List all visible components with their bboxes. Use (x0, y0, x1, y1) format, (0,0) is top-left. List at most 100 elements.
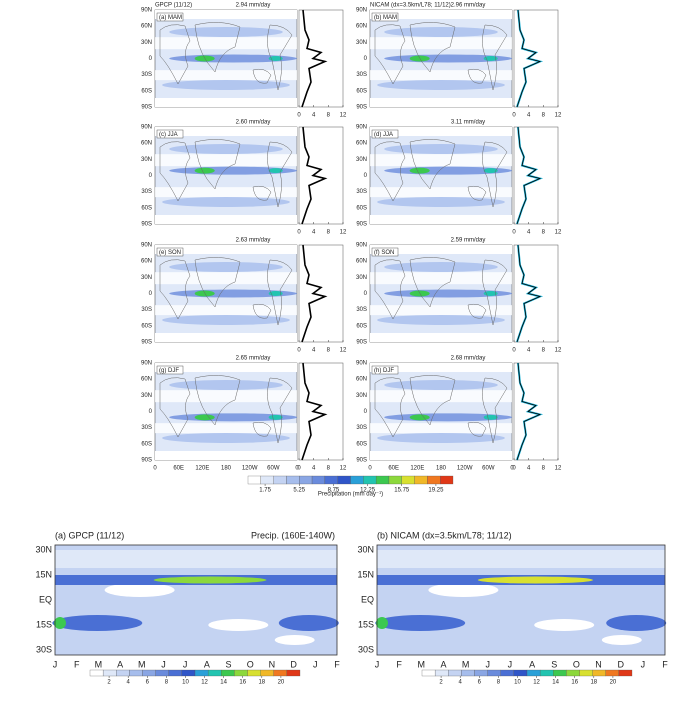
coastline (159, 141, 191, 202)
month-label: J (508, 659, 513, 669)
month-label: M (138, 659, 146, 669)
panel-label-box (371, 365, 399, 375)
lat-label: 60S (141, 205, 152, 211)
lat-label: 90S (141, 222, 152, 228)
profile-tick-label: 0 (512, 230, 516, 236)
month-label: F (74, 659, 80, 669)
profile-frame (513, 9, 559, 108)
colorbar-swatch (579, 669, 593, 677)
coastline (267, 259, 293, 326)
colorbar-tick-label: 20 (610, 680, 617, 686)
lon-label: 120W (242, 466, 258, 472)
month-label: F (396, 659, 402, 669)
lat-label: 0 (149, 56, 153, 62)
colorbar-swatch (401, 475, 415, 485)
profile-gpcp (301, 9, 328, 108)
dry-zone (370, 187, 512, 198)
lat-label: 90N (141, 125, 152, 131)
coastline (267, 141, 293, 208)
polar-zone (155, 10, 297, 19)
sh-band (52, 615, 143, 631)
lat-label: 30N (141, 40, 152, 46)
month-label: F (334, 659, 340, 669)
profile-gpcp (516, 362, 542, 461)
colorbar-swatch (434, 669, 449, 677)
profile-tick-label: 8 (327, 230, 331, 236)
panel-label: (c) JJA (159, 132, 178, 138)
colorbar-swatch (427, 475, 441, 485)
month-label: M (418, 659, 426, 669)
map-background (369, 126, 513, 225)
month-label: J (641, 659, 646, 669)
polar-zone (155, 215, 297, 224)
dry-zone (370, 272, 512, 285)
lat-label: 0 (364, 409, 368, 415)
panel-label-box (371, 129, 399, 139)
month-label: N (269, 659, 276, 669)
lat-label: 30N (356, 275, 367, 281)
lat-label: 0 (364, 173, 368, 179)
lat-label: 30S (36, 644, 52, 654)
colorbar-swatch (553, 669, 567, 677)
colorbar-swatch (440, 475, 454, 485)
map-background (369, 362, 513, 461)
dry-zone (155, 37, 297, 50)
coastline (252, 303, 272, 319)
colorbar-tick-label: 6 (478, 680, 482, 686)
colorbar-tick-label: 18 (258, 680, 265, 686)
lat-label: EQ (39, 594, 52, 604)
lat-label: 90S (141, 340, 152, 346)
profile-tick-label: 12 (555, 348, 562, 354)
panel-label: (a) MAM (159, 15, 182, 21)
coastline (252, 421, 272, 437)
colorbar-swatch (221, 669, 235, 677)
storm-track (162, 80, 290, 90)
profile-tick-label: 4 (527, 348, 531, 354)
coastline (467, 185, 487, 201)
colorbar-swatch (102, 669, 117, 677)
profile-tick-label: 0 (512, 113, 516, 119)
polar-zone (155, 98, 297, 107)
colorbar-swatch (513, 669, 528, 677)
hov-frame (376, 544, 666, 656)
lon-label: 0 (510, 466, 514, 472)
month-label: J (161, 659, 166, 669)
colorbar-swatch (273, 669, 288, 677)
profile-tick-label: 4 (312, 113, 316, 119)
profile-frame (513, 244, 559, 343)
lat-label: 60S (356, 205, 367, 211)
lat-label: 90S (356, 340, 367, 346)
lat-label: 15S (36, 619, 52, 629)
polar-zone (155, 363, 297, 372)
profile-tick-label: 12 (555, 113, 562, 119)
sh-max (54, 617, 66, 629)
colorbar-swatch (448, 669, 462, 677)
profile-tick-label: 8 (327, 466, 331, 472)
panel-label-box (371, 247, 399, 257)
coastline (194, 375, 241, 426)
profile-frame (298, 126, 344, 225)
colorbar-swatch (207, 669, 222, 677)
wet-spot (483, 414, 498, 420)
profile-tick-label: 4 (527, 230, 531, 236)
lon-label: 120E (195, 466, 209, 472)
polar-zone (370, 98, 512, 107)
profile-tick-label: 12 (555, 230, 562, 236)
colorbar-tick-label: 2 (439, 680, 443, 686)
colorbar-tick-label: 1.75 (259, 488, 271, 494)
colorbar-tick-label: 18 (590, 680, 597, 686)
lat-label: 90S (356, 105, 367, 111)
profile-tick-label: 12 (555, 466, 562, 472)
lat-label: 60N (356, 24, 367, 30)
panel-label-box (156, 12, 184, 22)
profile-gpcp (516, 126, 542, 225)
wet-spot (268, 291, 283, 296)
lat-label: 60N (356, 259, 367, 265)
profile-tick-label: 12 (340, 230, 347, 236)
month-label: D (617, 659, 624, 669)
coastline (409, 139, 456, 190)
colorbar-tick-label: 12 (533, 680, 540, 686)
profile-tick-label: 8 (542, 113, 546, 119)
dry-patch (104, 583, 175, 597)
